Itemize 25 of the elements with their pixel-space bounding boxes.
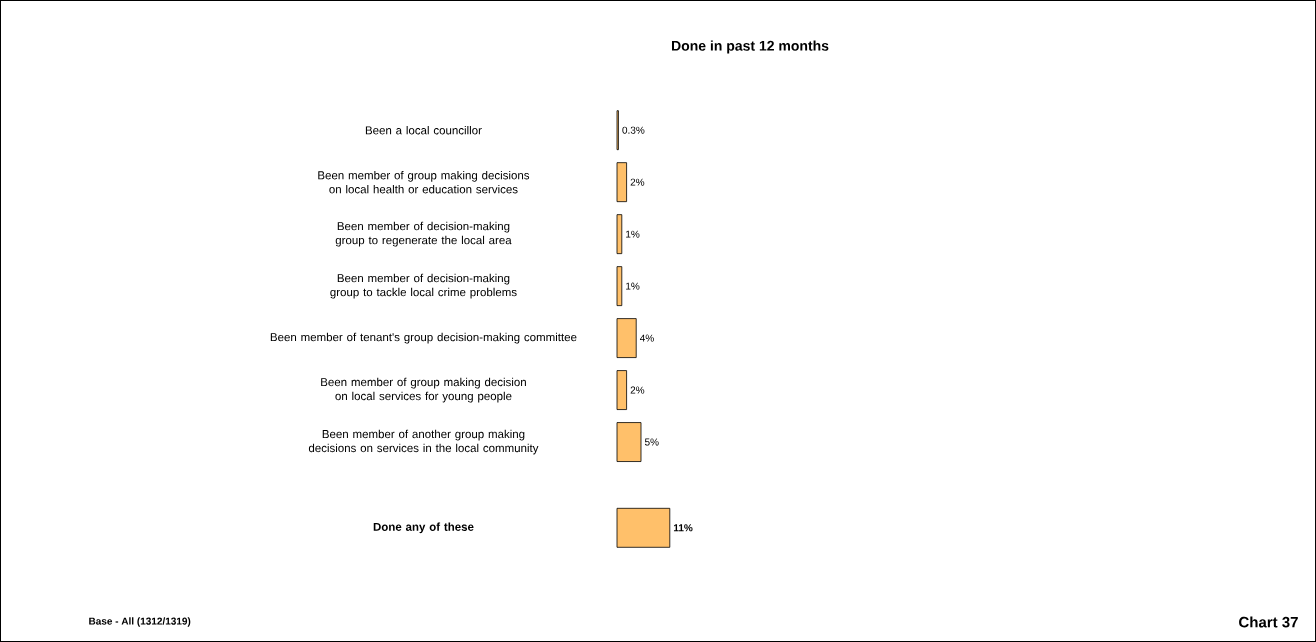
data-label: 2% [630,178,645,186]
text: Base - All (1312/1319) [89,617,191,627]
data-label: 1% [626,282,640,290]
bar [616,214,623,255]
data-label: 5% [644,438,659,446]
y-tick-label: Been member of another group making decisions on services in the local community [308,429,539,455]
caption: Chart 37 [1239,616,1298,628]
y-tick-label: Been member of decision-making group to regenerate the local area [335,221,512,247]
text: Done in past 12 months [672,40,829,54]
bar [616,370,627,410]
bar [616,318,637,358]
y-tick-label: Been member of group making decisions on local health or education services [318,170,530,194]
bar [616,422,642,462]
y-tick-label: Done any of these [373,522,474,534]
y-tick-label: Been a local councillor [365,125,482,135]
data-label: 1% [626,230,640,238]
data-label: 4% [639,334,654,342]
y-tick-label: Been member of tenant's group decision-making committee [270,332,577,344]
data-label: 0.3% [622,126,645,134]
bar [616,162,627,203]
data-label: 11% [673,524,693,532]
data-label: 2% [630,386,645,394]
y-tick-label: Been member of group making decision on local services for young people [321,377,526,403]
bar [616,266,623,307]
y-tick-label: Been member of decision-making group to tackle local crime problems [330,273,517,299]
